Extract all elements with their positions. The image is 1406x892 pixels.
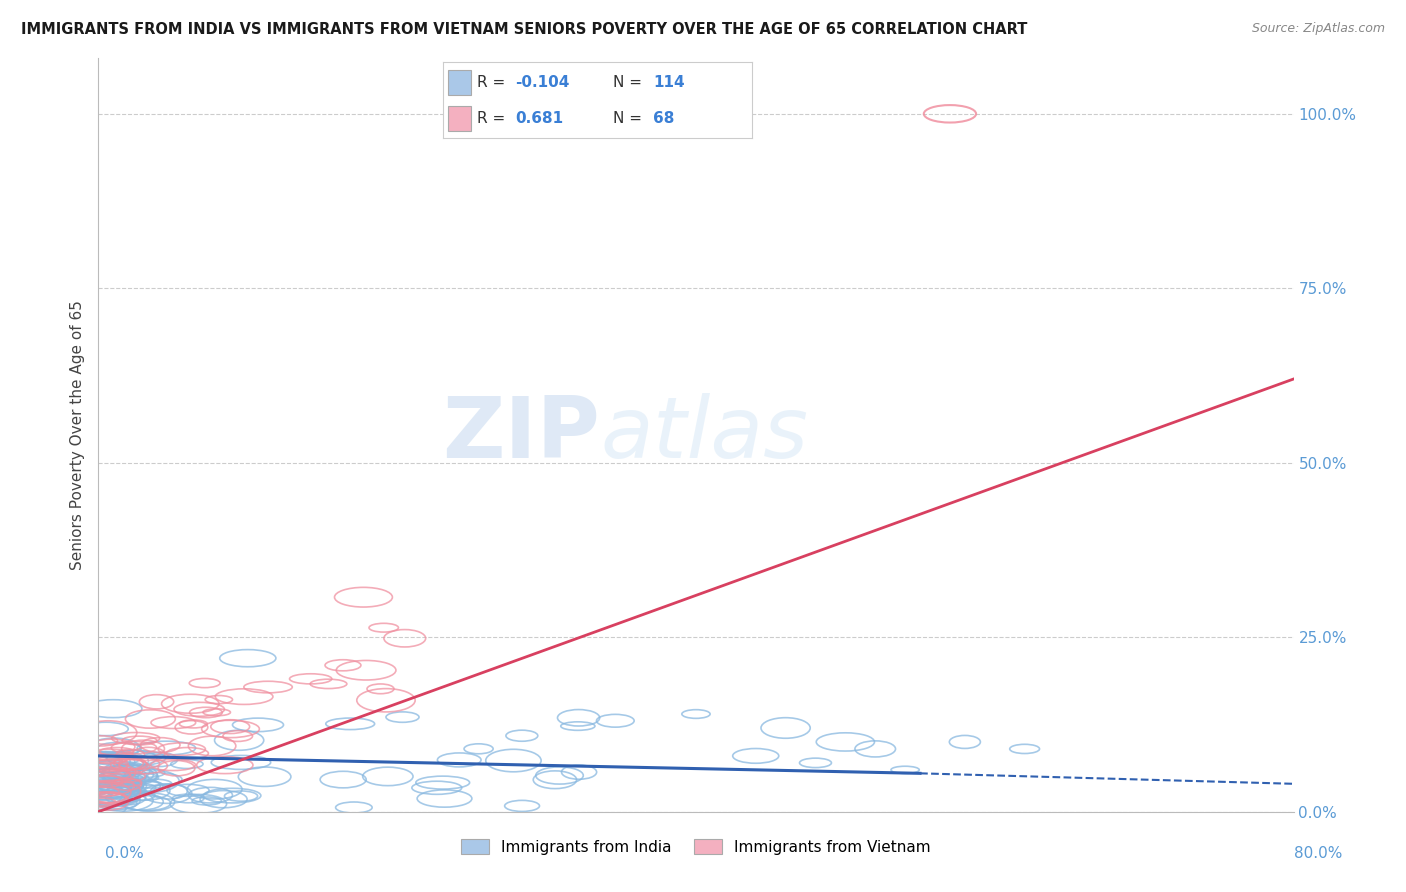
Text: R =: R =	[477, 75, 505, 90]
Text: 114: 114	[654, 75, 685, 90]
Text: 80.0%: 80.0%	[1295, 847, 1343, 861]
Text: 0.0%: 0.0%	[105, 847, 145, 861]
Text: 68: 68	[654, 111, 675, 126]
Text: atlas: atlas	[600, 393, 808, 476]
Text: IMMIGRANTS FROM INDIA VS IMMIGRANTS FROM VIETNAM SENIORS POVERTY OVER THE AGE OF: IMMIGRANTS FROM INDIA VS IMMIGRANTS FROM…	[21, 22, 1028, 37]
FancyBboxPatch shape	[447, 70, 471, 95]
FancyBboxPatch shape	[447, 106, 471, 130]
Text: 0.681: 0.681	[516, 111, 564, 126]
Text: N =: N =	[613, 111, 643, 126]
Text: -0.104: -0.104	[516, 75, 569, 90]
Text: R =: R =	[477, 111, 505, 126]
Text: ZIP: ZIP	[443, 393, 600, 476]
Text: N =: N =	[613, 75, 643, 90]
Y-axis label: Seniors Poverty Over the Age of 65: Seniors Poverty Over the Age of 65	[69, 300, 84, 570]
Legend: Immigrants from India, Immigrants from Vietnam: Immigrants from India, Immigrants from V…	[456, 832, 936, 861]
Text: Source: ZipAtlas.com: Source: ZipAtlas.com	[1251, 22, 1385, 36]
